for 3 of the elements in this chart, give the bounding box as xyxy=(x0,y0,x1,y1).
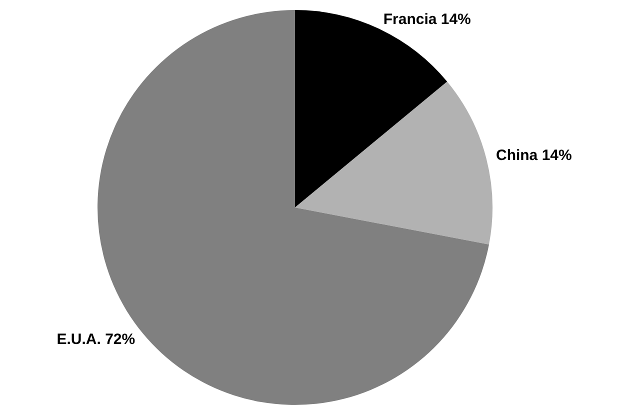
slice-label: China 14% xyxy=(496,147,572,164)
slice-label: Francia 14% xyxy=(383,10,471,28)
slice-label: E.U.A. 72% xyxy=(56,330,136,348)
